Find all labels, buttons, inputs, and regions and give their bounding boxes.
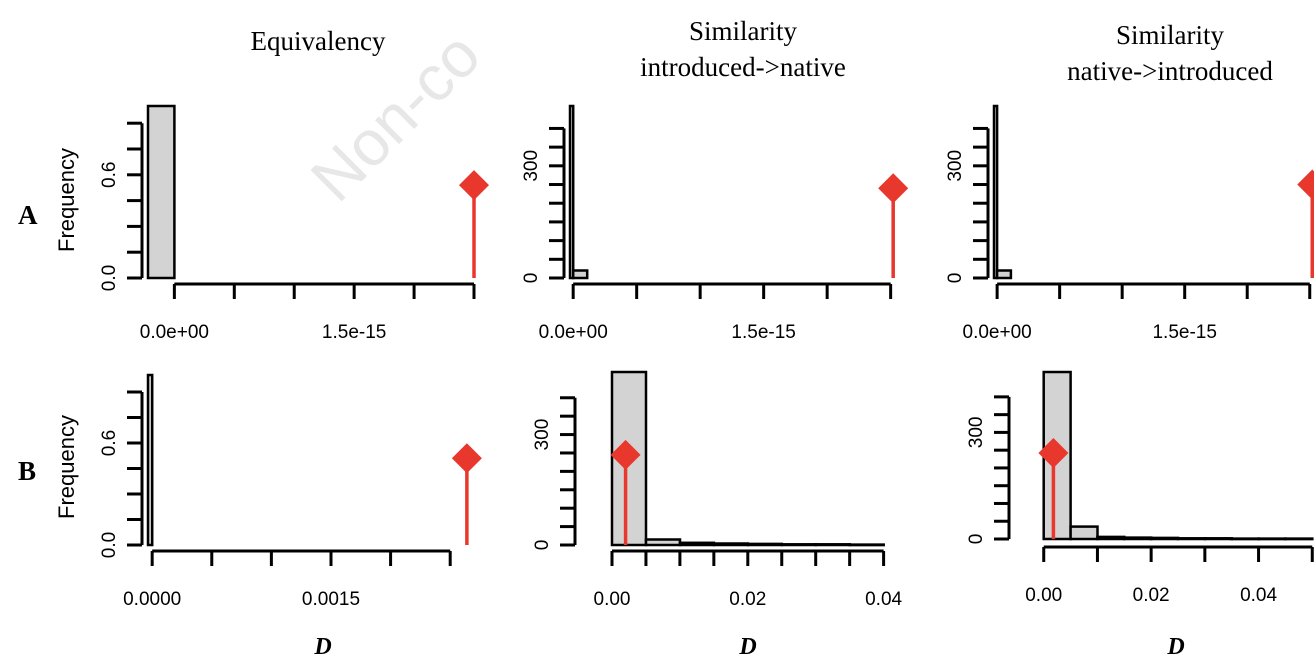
A-equivalency-observed-marker: [459, 170, 490, 201]
B-similarity-introduced-native-x-tick-label-0: 0.00: [594, 589, 631, 610]
B-similarity-native-introduced-bar-6: [1203, 537, 1234, 541]
y-axis-label-a: Frequency: [54, 148, 79, 252]
A-similarity-native-introduced-bar-1: [995, 269, 1013, 280]
column-title-similarity-2: Similarity: [1116, 20, 1225, 50]
B-similarity-native-introduced-bar-3: [1123, 536, 1153, 541]
A-similarity-native-introduced-bar-0: [992, 104, 999, 280]
B-equivalency-y-tick-label-0: 0.0: [99, 532, 120, 558]
histogram-panels: 0.0e+00 1.5e-15 0.0 0.6 0.0e+00 1.5e-15 0 300 0.…: [99, 104, 1314, 610]
B-similarity-introduced-native-x-tick-label-8: 0.04: [865, 589, 902, 610]
A-similarity-native-introduced-y-tick-label-0: 0: [945, 273, 966, 284]
A-similarity-native-introduced-y-tick-label-6: 300: [945, 150, 966, 182]
x-axis-label-similarity-2: D: [1166, 634, 1184, 660]
A-similarity-introduced-native-y-tick-label-6: 300: [521, 150, 542, 182]
A-similarity-introduced-native-x-tick-label-0: 0.0e+00: [539, 322, 608, 343]
B-similarity-native-introduced-bar-4: [1149, 536, 1180, 541]
column-title-similarity-1: Similarity: [689, 16, 798, 46]
B-similarity-introduced-native-bar-1: [644, 538, 682, 547]
B-similarity-native-introduced-bar-9: [1284, 537, 1314, 541]
A-similarity-introduced-native-x-tick-label-3: 1.5e-15: [731, 322, 795, 343]
A-similarity-native-introduced-x-tick-label-3: 1.5e-15: [1152, 322, 1216, 343]
B-similarity-introduced-native-bar-2: [678, 541, 716, 547]
A-equivalency-x-tick-label-3: 1.5e-15: [322, 322, 386, 343]
A-similarity-introduced-native-observed-marker: [878, 173, 909, 204]
B-equivalency-observed-marker: [451, 443, 482, 474]
A-similarity-native-introduced-x-tick-label-0: 0.0e+00: [963, 322, 1032, 343]
A-similarity-introduced-native-y-tick-label-0: 0: [521, 273, 542, 284]
B-similarity-introduced-native-bar-7: [848, 543, 885, 547]
B-similarity-native-introduced-y-tick-label-6: 300: [966, 417, 987, 449]
B-equivalency-x-tick-label-0: 0.0000: [123, 589, 181, 610]
B-similarity-native-introduced-bar-1: [1069, 525, 1099, 541]
column-title-direction-2: native->introduced: [1067, 56, 1273, 86]
A-equivalency-y-tick-label-4: 0.6: [99, 162, 120, 188]
B-similarity-introduced-native-bar-4: [746, 542, 784, 547]
B-equivalency-x-tick-label-3: 0.0015: [302, 589, 360, 610]
A-equivalency-bar-0: [146, 104, 176, 280]
B-similarity-introduced-native-bar-3: [712, 542, 750, 547]
B-similarity-native-introduced-bar-7: [1230, 537, 1260, 541]
B-similarity-introduced-native-bar-6: [814, 543, 851, 547]
x-axis-label-equivalency: D: [313, 634, 331, 660]
row-label-a: A: [18, 200, 38, 230]
B-similarity-native-introduced-y-tick-label-0: 0: [966, 534, 987, 545]
B-similarity-introduced-native-bar-5: [780, 543, 818, 547]
B-similarity-native-introduced-bar-5: [1176, 537, 1207, 541]
A-similarity-native-introduced-observed-marker: [1297, 169, 1314, 200]
B-similarity-native-introduced-x-tick-label-2: 0.02: [1133, 585, 1170, 606]
A-equivalency-x-tick-label-0: 0.0e+00: [140, 322, 209, 343]
B-similarity-native-introduced-observed-marker: [1038, 438, 1069, 469]
B-similarity-native-introduced-x-tick-label-4: 0.04: [1240, 585, 1277, 606]
A-similarity-introduced-native-bar-1: [571, 269, 589, 280]
y-axis-label-b: Frequency: [54, 415, 79, 519]
column-title-equivalency: Equivalency: [251, 26, 386, 56]
B-similarity-native-introduced-bar-8: [1257, 537, 1287, 541]
B-similarity-native-introduced-bar-2: [1096, 535, 1126, 541]
B-similarity-introduced-native-y-tick-label-6: 300: [532, 419, 553, 451]
B-equivalency-y-tick-label-4: 0.6: [99, 430, 120, 456]
B-similarity-native-introduced-x-tick-label-0: 0.00: [1025, 585, 1062, 606]
B-similarity-introduced-native-observed-marker: [610, 439, 641, 470]
A-equivalency-y-tick-label-0: 0.0: [99, 265, 120, 291]
A-similarity-introduced-native-bar-0: [568, 104, 575, 280]
B-equivalency-bar-0: [146, 373, 154, 547]
row-label-b: B: [18, 456, 36, 486]
B-similarity-introduced-native-y-tick-label-0: 0: [532, 540, 553, 551]
x-axis-label-similarity-1: D: [738, 634, 756, 660]
column-title-direction-1: introduced->native: [640, 52, 846, 82]
B-similarity-introduced-native-x-tick-label-4: 0.02: [729, 589, 766, 610]
